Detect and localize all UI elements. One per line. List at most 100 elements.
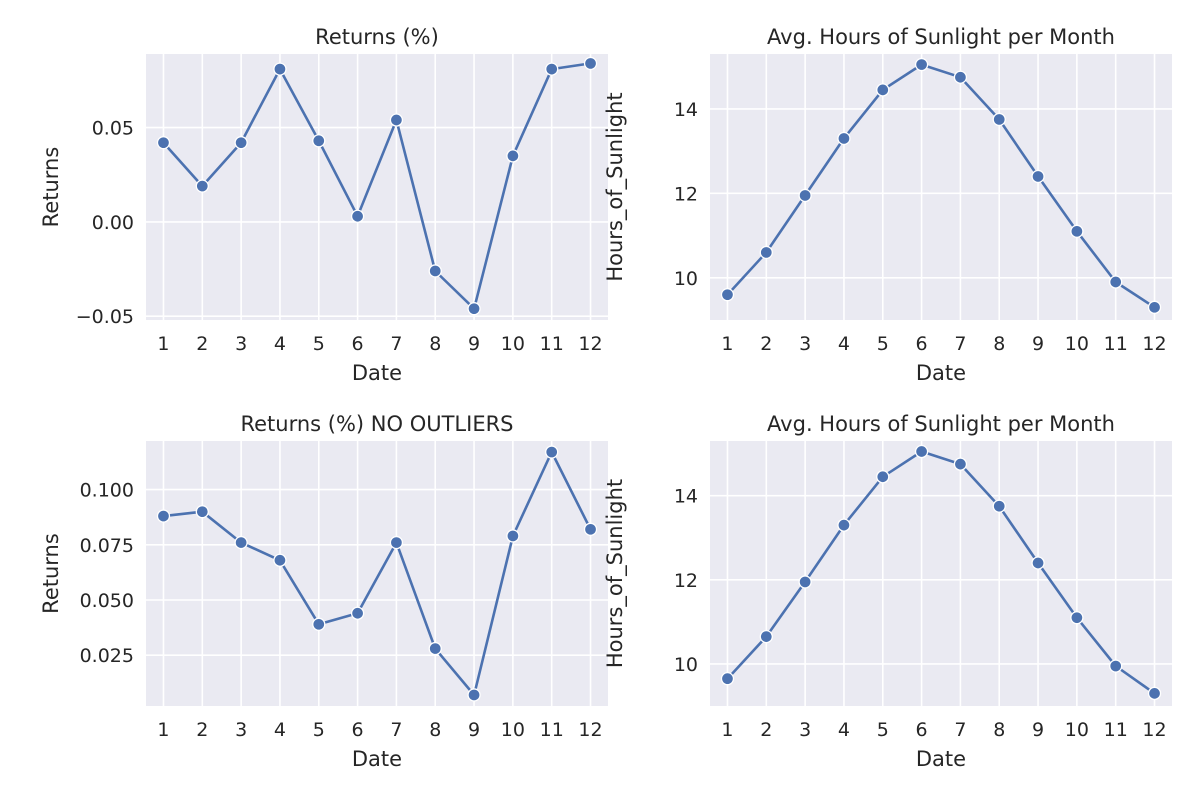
x-tick-label: 3 [235,333,247,355]
y-tick-label: 12 [674,183,698,205]
x-tick-label: 11 [1104,719,1128,741]
y-tick-label: 0.050 [80,590,134,612]
y-axis-label: Returns [39,533,63,614]
x-tick-label: 3 [799,719,811,741]
x-tick-label: 5 [313,333,325,355]
data-point [953,70,968,84]
data-point [992,499,1006,513]
x-tick-label: 2 [196,719,208,741]
y-tick-label: 0.075 [80,535,134,557]
data-point [759,245,773,260]
data-point [273,62,287,76]
series-line [162,62,592,311]
x-tick-label: 4 [838,333,850,355]
x-tick-label: 6 [916,719,928,741]
y-tick-label: 0.025 [80,645,134,667]
data-point [876,83,890,97]
data-point [953,457,968,471]
x-tick-label: 6 [352,719,364,741]
x-tick-label: 11 [1104,333,1128,355]
x-tick-label: 10 [1065,333,1089,355]
data-point [1031,556,1045,570]
x-tick-label: 3 [235,719,247,741]
x-tick-label: 3 [799,333,811,355]
data-point [506,149,520,163]
data-point [312,134,326,148]
x-tick-label: 4 [838,719,850,741]
data-point [428,264,442,278]
x-tick-label: 8 [429,719,441,741]
data-point [350,209,365,223]
x-axis-label: Date [352,747,402,771]
x-tick-label: 12 [578,333,602,355]
x-tick-label: 1 [721,719,733,741]
y-tick-label: 10 [674,268,698,290]
x-tick-label: 1 [157,333,169,355]
y-axis-label: Returns [39,147,63,228]
plot-area [710,441,1172,706]
data-point [506,529,520,543]
x-tick-label: 12 [1142,719,1166,741]
x-tick-label: 7 [390,719,402,741]
x-tick-label: 11 [540,333,564,355]
x-tick-label: 12 [1142,333,1166,355]
data-point [273,553,287,567]
data-point [1070,611,1084,625]
x-tick-label: 2 [196,333,208,355]
series-line [162,450,592,697]
data-point [195,505,209,519]
data-point [156,136,171,150]
series-line [726,450,1156,695]
data-point [914,444,929,459]
data-point [798,575,812,589]
x-axis-label: Date [352,361,402,385]
x-tick-label: 9 [1032,719,1044,741]
x-tick-label: 12 [578,719,602,741]
x-tick-label: 2 [760,719,772,741]
x-tick-label: 11 [540,719,564,741]
x-tick-label: 7 [954,333,966,355]
y-axis-label: Hours_of_Sunlight [603,479,628,668]
data-point [720,288,735,302]
data-point [234,535,248,550]
y-axis-label: Hours_of_Sunlight [603,92,628,281]
chart-title: Avg. Hours of Sunlight per Month [767,25,1115,49]
data-point [1147,686,1162,701]
data-point [1109,275,1123,289]
x-tick-label: 7 [954,719,966,741]
data-point [389,535,404,550]
data-point [798,188,812,203]
y-tick-label: 14 [674,486,698,508]
x-tick-label: 1 [157,719,169,741]
data-point [1070,224,1084,238]
series-line [726,63,1156,309]
x-axis-label: Date [916,747,966,771]
data-point [1147,300,1162,314]
x-tick-label: 2 [760,333,772,355]
x-tick-label: 5 [313,719,325,741]
data-point [350,606,365,620]
data-point [837,131,851,146]
data-point [992,112,1006,127]
x-axis-label: Date [916,361,966,385]
data-point [389,113,404,127]
x-tick-label: 9 [468,333,480,355]
y-tick-label: 12 [674,570,698,592]
data-point [759,629,773,644]
y-tick-label: 10 [674,654,698,676]
x-tick-label: 6 [916,333,928,355]
data-point [156,509,171,523]
plot-area [146,441,608,706]
y-tick-label: 0.100 [80,480,134,502]
data-point [428,641,442,656]
x-tick-label: 10 [501,333,525,355]
x-tick-label: 9 [468,719,480,741]
x-tick-label: 10 [1065,719,1089,741]
data-point [1109,659,1123,673]
chart-title: Avg. Hours of Sunlight per Month [767,412,1115,436]
plot-area [710,54,1172,320]
data-point [312,617,326,631]
